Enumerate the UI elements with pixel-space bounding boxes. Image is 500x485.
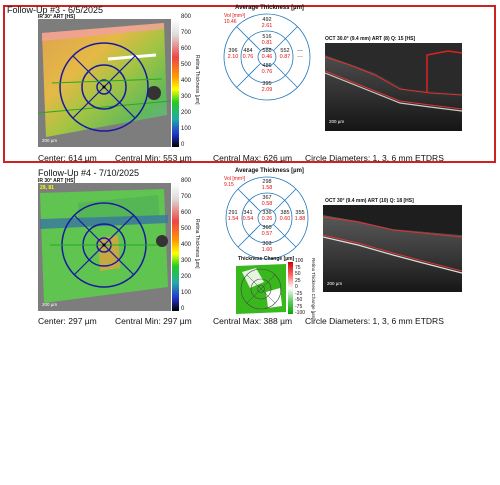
visit2-oct-scan[interactable]: 200 µm — [323, 205, 462, 292]
visit2-scale-title: Retina Thickness [µm] — [194, 219, 200, 269]
visit2-oct-scalebar: 200 µm — [327, 281, 343, 286]
visit2-circle-diameters: Circle Diameters: 1, 3, 6 mm ETDRS — [305, 316, 444, 326]
visit1-map-overlay — [38, 23, 171, 137]
visit2-scale-ticks: 800 700 600 500 400 300 200 100 0 — [181, 178, 192, 312]
visit2-map-overlay — [40, 189, 168, 303]
visit1-oct-scalebar: 200 µm — [329, 119, 345, 124]
visit1-panel — [3, 5, 496, 163]
visit2-oct-image — [323, 205, 462, 292]
visit2-center: Center: 297 µm — [38, 316, 97, 326]
visit1-vol-label: Vol [mm³] — [224, 13, 246, 19]
visit1-cell-left-inner: 484 0.76 — [242, 48, 254, 60]
visit1-grid-title: Average Thickness [µm] — [235, 5, 304, 11]
visit1-cell-bottom-inner: 486 0.76 — [261, 63, 273, 75]
visit2-ir-label: IR 30° ART [HS] — [38, 178, 76, 184]
visit2-grid-title: Average Thickness [µm] — [235, 168, 304, 174]
visit1-cell-right-inner: 552 0.87 — [279, 48, 291, 60]
visit2-change-ticks: 100 75 50 25 0 -25 -50 -75 -100 — [295, 258, 306, 316]
visit2-map-badge: 29, 81 — [40, 185, 54, 191]
visit1-thickness-map[interactable]: 200 µm — [38, 19, 171, 147]
visit1-cell-left-outer: 396 2.10 — [227, 48, 239, 60]
visit2-map-scalebar: 200 µm — [42, 302, 58, 307]
visit1-oct-image — [325, 43, 462, 131]
visit2-cell-bottom-outer: 303 1.60 — [261, 241, 273, 253]
visit1-central-max: Central Max: 626 µm — [213, 153, 293, 163]
visit1-cell-top-inner: 516 0.81 — [261, 34, 273, 46]
visit2-vol-value: 9.15 — [224, 182, 234, 188]
visit1-etdrs-grid[interactable]: 492 2.61 516 0.81 396 2.10 484 0.76 588 0.46 … — [222, 12, 312, 102]
visit1-circle-diameters: Circle Diameters: 1, 3, 6 mm ETDRS — [305, 153, 444, 163]
visit1-vol-value: 10.46 — [224, 19, 237, 25]
visit2-change-overlay — [236, 264, 286, 314]
visit2-cell-center: 336 0.26 — [261, 210, 273, 222]
visit1-central-min: Central Min: 553 µm — [115, 153, 192, 163]
visit2-central-max: Central Max: 388 µm — [213, 316, 293, 326]
visit2-grid-lines — [225, 176, 309, 260]
visit1-cell-bottom-outer: 395 2.09 — [261, 81, 273, 93]
visit2-change-title: Thickness Change [µm] — [238, 256, 295, 262]
visit1-cell-center: 588 0.46 — [261, 48, 273, 60]
visit2-header: Follow-Up #4 - 7/10/2025 — [38, 168, 140, 178]
visit1-color-scale — [172, 19, 179, 147]
visit1-cell-top-outer: 492 2.61 — [261, 17, 273, 29]
visit1-grid-lines — [223, 13, 311, 101]
visit1-header: Follow-Up #3 - 6/5/2025 — [7, 5, 104, 15]
visit1-oct-title: OCT 30.0° (9.4 mm) ART (8) Q: 15 [HS] — [325, 36, 416, 42]
visit1-center: Center: 614 µm — [38, 153, 97, 163]
visit2-change-scale-title: Retina Thickness Change [µm] — [311, 258, 316, 320]
visit1-scale-ticks: 800 700 600 500 400 300 200 100 0 — [181, 14, 192, 148]
visit1-ir-label: IR 30° ART [HS] — [38, 14, 76, 20]
visit2-color-scale — [172, 183, 179, 311]
visit2-cell-top-outer: 298 1.58 — [261, 179, 273, 191]
visit1-scale-title: Retina Thickness [µm] — [194, 55, 200, 105]
visit2-cell-right-inner: 385 0.60 — [279, 210, 291, 222]
visit2-cell-left-inner: 341 0.54 — [242, 210, 254, 222]
visit1-map-scalebar: 200 µm — [42, 138, 58, 143]
visit2-central-min: Central Min: 297 µm — [115, 316, 192, 326]
visit2-etdrs-grid[interactable]: 298 1.58 367 0.58 291 1.54 341 0.54 336 0.26 … — [222, 175, 312, 261]
visit2-change-scale — [288, 262, 293, 314]
visit2-cell-left-outer: 291 1.54 — [227, 210, 239, 222]
visit2-cell-bottom-inner: 360 0.57 — [261, 225, 273, 237]
visit2-cell-top-inner: 367 0.58 — [261, 195, 273, 207]
visit2-cell-right-outer: 355 1.88 — [294, 210, 306, 222]
visit2-change-map[interactable] — [236, 262, 286, 314]
visit2-thickness-map[interactable]: 29, 81 200 µm — [38, 183, 171, 311]
visit2-vol-label: Vol [mm³] — [224, 176, 246, 182]
visit1-cell-right-outer: --- --- — [297, 48, 303, 60]
visit1-oct-scan[interactable]: 200 µm — [325, 43, 462, 131]
visit2-oct-title: OCT 30° (9.4 mm) ART (10) Q: 18 [HS] — [325, 198, 414, 204]
